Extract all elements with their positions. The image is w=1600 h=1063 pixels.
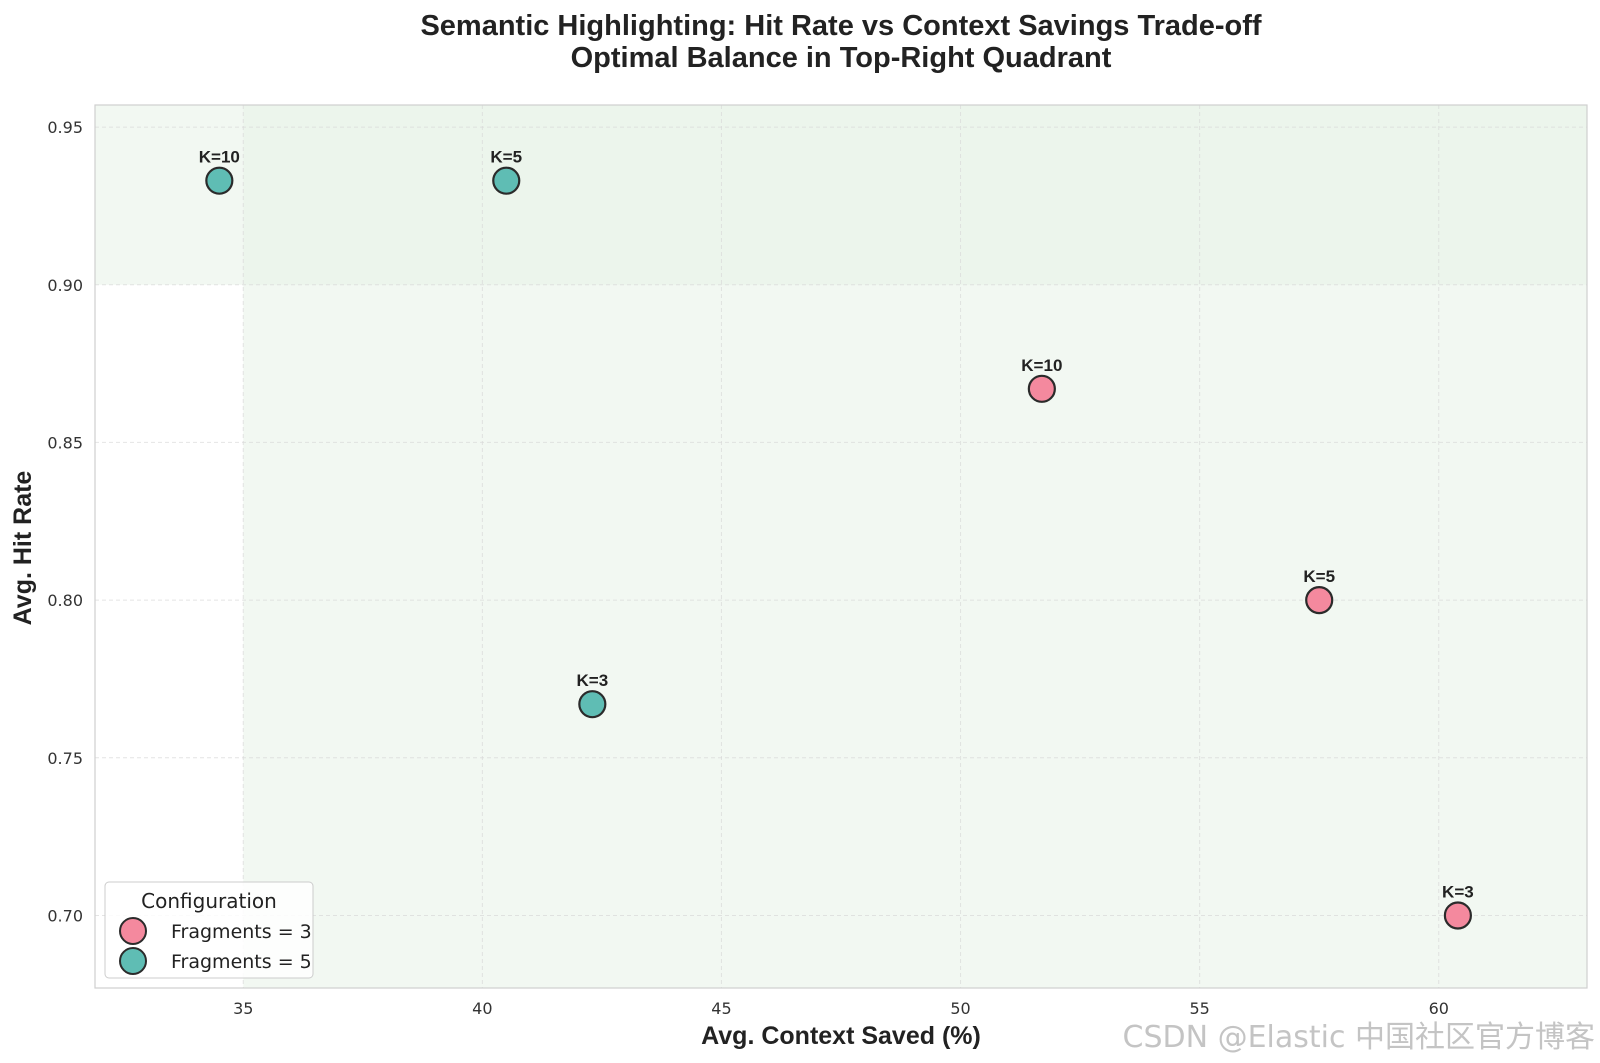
y-tick-label: 0.90 bbox=[47, 276, 83, 295]
data-point-label: K=5 bbox=[1303, 567, 1335, 586]
shaded-regions bbox=[95, 105, 1587, 988]
y-axis-ticks: 0.70 0.75 0.80 0.85 0.90 0.95 bbox=[47, 118, 83, 925]
y-tick-label: 0.80 bbox=[47, 591, 83, 610]
chart-subtitle: Optimal Balance in Top-Right Quadrant bbox=[571, 42, 1112, 74]
x-tick-label: 50 bbox=[950, 999, 970, 1018]
x-axis-ticks: 35 40 45 50 55 60 bbox=[233, 999, 1449, 1018]
y-tick-label: 0.70 bbox=[47, 906, 83, 925]
legend-marker bbox=[119, 947, 147, 975]
shaded-region-2 bbox=[95, 105, 1587, 285]
x-tick-label: 35 bbox=[233, 999, 253, 1018]
x-tick-label: 45 bbox=[711, 999, 731, 1018]
plot-frame bbox=[94, 104, 1588, 989]
x-tick-label: 60 bbox=[1429, 999, 1449, 1018]
data-points: K=10 K=5 K=3 K=10 K=5 K=3 bbox=[199, 148, 1474, 930]
x-axis-label: Avg. Context Saved (%) bbox=[701, 1022, 981, 1050]
legend: Configuration Fragments = 3 Fragments = 5 bbox=[104, 881, 314, 979]
x-tick-label: 55 bbox=[1189, 999, 1209, 1018]
y-axis-label: Avg. Hit Rate bbox=[9, 471, 37, 626]
data-point bbox=[1305, 586, 1334, 615]
y-tick-label: 0.85 bbox=[47, 433, 83, 452]
data-point-label: K=10 bbox=[199, 148, 240, 167]
chart-title: Semantic Highlighting: Hit Rate vs Conte… bbox=[420, 10, 1261, 42]
legend-entry-label: Fragments = 5 bbox=[171, 951, 312, 973]
legend-entry-label: Fragments = 3 bbox=[171, 921, 312, 943]
grid-lines bbox=[95, 105, 1587, 988]
legend-title: Configuration bbox=[141, 889, 277, 913]
y-tick-label: 0.75 bbox=[47, 749, 83, 768]
data-point bbox=[578, 690, 607, 719]
data-point bbox=[1443, 901, 1472, 930]
data-point bbox=[492, 166, 521, 195]
legend-marker bbox=[119, 917, 147, 945]
watermark: CSDN @Elastic 中国社区官方博客 bbox=[1123, 1020, 1596, 1055]
data-point-label: K=3 bbox=[576, 671, 608, 690]
legend-box bbox=[104, 881, 314, 979]
data-point-label: K=10 bbox=[1021, 356, 1062, 375]
plot-border bbox=[94, 104, 1588, 989]
data-point bbox=[1027, 374, 1056, 403]
data-point bbox=[205, 166, 234, 195]
data-point-label: K=3 bbox=[1442, 882, 1474, 901]
data-point-label: K=5 bbox=[490, 148, 522, 167]
x-tick-label: 40 bbox=[472, 999, 492, 1018]
y-tick-label: 0.95 bbox=[47, 118, 83, 137]
